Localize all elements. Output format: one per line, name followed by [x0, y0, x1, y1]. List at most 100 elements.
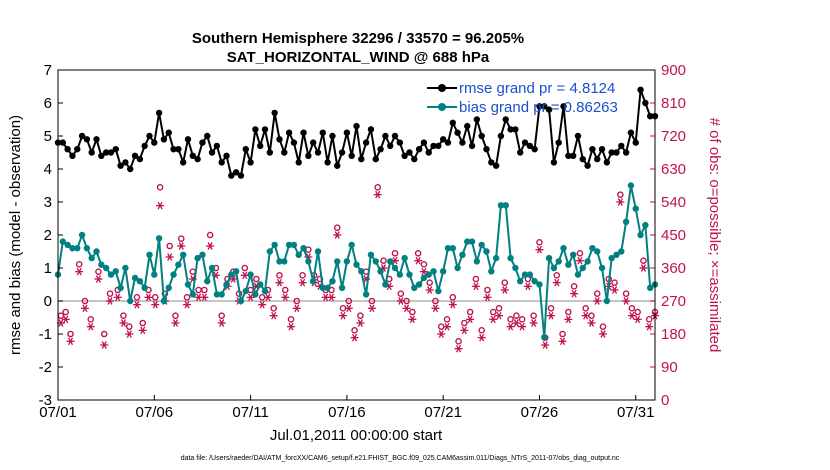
obs-assimilated-point [483, 293, 492, 302]
obs-assimilated-point [367, 304, 376, 313]
bias-point [541, 334, 548, 341]
rmse-point [64, 146, 71, 153]
bias-point [170, 271, 177, 278]
obs-assimilated-point [113, 293, 122, 302]
obs-possible-point [611, 279, 618, 286]
obs-possible-point [333, 224, 341, 231]
bias-point [319, 284, 326, 291]
obs-possible-point [125, 323, 133, 330]
bias-point [531, 278, 538, 285]
obs-possible-point [409, 308, 416, 316]
obs-assimilated-point [587, 319, 596, 327]
bias-point [478, 241, 485, 249]
obs-possible-point [472, 275, 480, 283]
obs-assimilated-point [443, 322, 452, 331]
obs-possible-point [634, 308, 641, 316]
rmse-point [338, 149, 346, 156]
obs-possible-point [172, 312, 179, 319]
obs-possible-point [565, 308, 572, 316]
rmse-point [228, 172, 235, 179]
rmse-point [401, 152, 408, 159]
obs-possible-point [156, 184, 164, 191]
rmse-point [252, 126, 259, 133]
rmse-point [199, 139, 206, 146]
rmse-point [305, 152, 312, 159]
obs-assimilated-point [327, 293, 336, 302]
bias-point [329, 278, 336, 285]
rmse-point [618, 142, 625, 150]
obs-assimilated-point [419, 267, 428, 276]
bias-point [401, 254, 408, 262]
rmse-point [175, 146, 182, 153]
rmse-point [483, 146, 490, 153]
rmse-point [285, 129, 293, 136]
obs-possible-point [57, 312, 65, 319]
rmse-point [165, 129, 172, 136]
bias-point [64, 241, 71, 249]
rmse-point [396, 139, 404, 146]
obs-possible-point [201, 286, 208, 294]
bias-point [324, 284, 331, 291]
obs-possible-point [570, 283, 578, 290]
bias-point [622, 218, 630, 225]
obs-possible-point [357, 312, 364, 319]
obs-assimilated-point [616, 198, 625, 206]
bias-point [232, 268, 240, 275]
rmse-point [579, 155, 586, 163]
rmse-point [131, 152, 139, 159]
obs-assimilated-point [138, 326, 147, 335]
obs-assimilated-point [66, 337, 75, 346]
rmse-point [536, 103, 543, 110]
obs-possible-point [530, 312, 537, 319]
rmse-point [353, 122, 360, 130]
obs-possible-point [195, 286, 202, 294]
bias-point [603, 297, 611, 305]
legend-rmse-marker [438, 84, 446, 92]
rmse-point [444, 139, 452, 146]
bias-point [88, 254, 95, 262]
x-tick-label: 07/31 [617, 404, 655, 421]
rmse-point [155, 109, 163, 117]
obs-assimilated-point [622, 297, 631, 305]
bias-point [314, 248, 322, 255]
obs-assimilated-point [460, 326, 469, 335]
obs-possible-point [299, 272, 306, 279]
bias-point [228, 271, 235, 278]
bias-point [516, 278, 524, 285]
rmse-point [179, 159, 187, 166]
obs-assimilated-point [339, 311, 348, 320]
bias-point [271, 241, 278, 249]
obs-possible-point [622, 290, 630, 297]
rmse-point [218, 159, 225, 166]
rmse-point [521, 139, 529, 146]
bias-point [411, 284, 418, 291]
obs-possible-point [495, 305, 503, 312]
rmse-point [478, 132, 485, 140]
obs-assimilated-point [437, 330, 446, 338]
rmse-point [430, 142, 437, 150]
bias-point [526, 271, 534, 278]
obs-assimilated-point [292, 304, 301, 313]
obs-assimilated-point [402, 304, 411, 313]
rmse-point [146, 132, 153, 140]
bias-point [218, 291, 225, 298]
bias-point [261, 287, 269, 295]
y-tick-label-left: 0 [44, 293, 52, 310]
y-tick-label-left: -2 [39, 359, 52, 376]
bias-point [102, 264, 110, 272]
bias-point [507, 254, 514, 262]
obs-possible-point [151, 294, 159, 301]
rmse-point [555, 139, 562, 146]
bias-point [574, 271, 582, 278]
bias-point [59, 238, 67, 245]
rmse-point [492, 162, 500, 169]
rmse-point [98, 152, 105, 159]
rmse-point [406, 149, 413, 156]
bias-point [439, 268, 447, 275]
obs-assimilated-point [171, 319, 180, 327]
x-tick-label: 07/26 [521, 404, 559, 421]
y-axis-label-right: # of obs: o=possible; ×=assimilated [706, 118, 723, 353]
obs-possible-point [507, 316, 514, 323]
obs-assimilated-point [183, 300, 192, 309]
rmse-point [622, 149, 630, 156]
